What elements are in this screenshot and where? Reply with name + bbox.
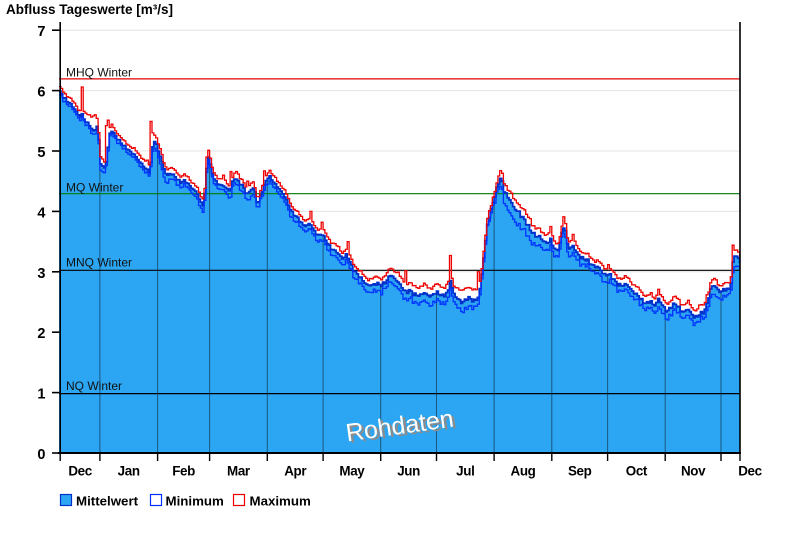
svg-text:MNQ Winter: MNQ Winter [66,256,132,270]
svg-text:4: 4 [37,205,45,221]
svg-text:Minimum: Minimum [166,494,224,509]
svg-text:Jan: Jan [118,464,140,479]
svg-text:Nov: Nov [681,464,706,479]
svg-text:Mar: Mar [227,464,251,479]
svg-text:MHQ Winter: MHQ Winter [66,66,132,80]
svg-text:6: 6 [37,85,45,101]
svg-text:7: 7 [37,24,45,40]
svg-text:2: 2 [37,326,45,342]
svg-text:Dec: Dec [738,464,762,479]
svg-text:Jul: Jul [456,464,474,479]
svg-text:Jun: Jun [397,464,420,479]
svg-text:Abfluss Tageswerte [m³/s]: Abfluss Tageswerte [m³/s] [6,2,173,17]
svg-text:1: 1 [37,387,45,403]
svg-text:Sep: Sep [568,464,592,479]
svg-text:NQ Winter: NQ Winter [66,379,122,393]
svg-text:5: 5 [37,145,45,161]
svg-text:Maximum: Maximum [250,494,311,509]
svg-text:0: 0 [37,447,45,463]
svg-text:Apr: Apr [284,464,307,479]
svg-text:Feb: Feb [172,464,195,479]
svg-text:Oct: Oct [626,464,648,479]
svg-text:May: May [339,464,365,479]
svg-text:MQ Winter: MQ Winter [66,180,123,194]
svg-text:Dec: Dec [68,464,92,479]
svg-text:Aug: Aug [511,464,536,479]
svg-text:Mittelwert: Mittelwert [76,494,139,509]
svg-text:3: 3 [37,266,45,282]
